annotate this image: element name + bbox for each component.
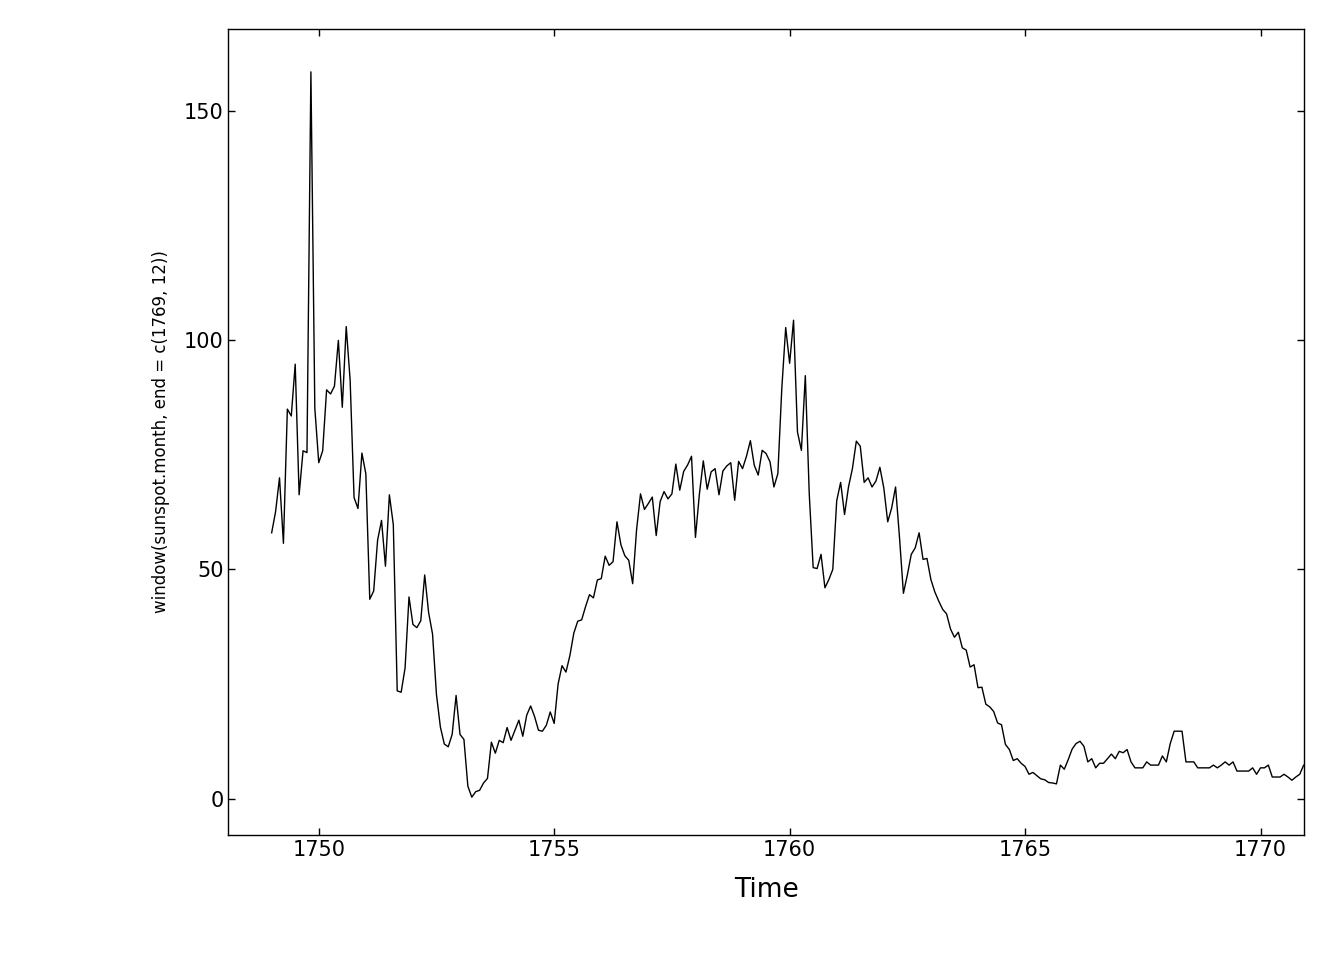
X-axis label: Time: Time	[734, 876, 798, 902]
Y-axis label: window(sunspot.month, end = c(1769, 12)): window(sunspot.month, end = c(1769, 12))	[152, 251, 169, 613]
